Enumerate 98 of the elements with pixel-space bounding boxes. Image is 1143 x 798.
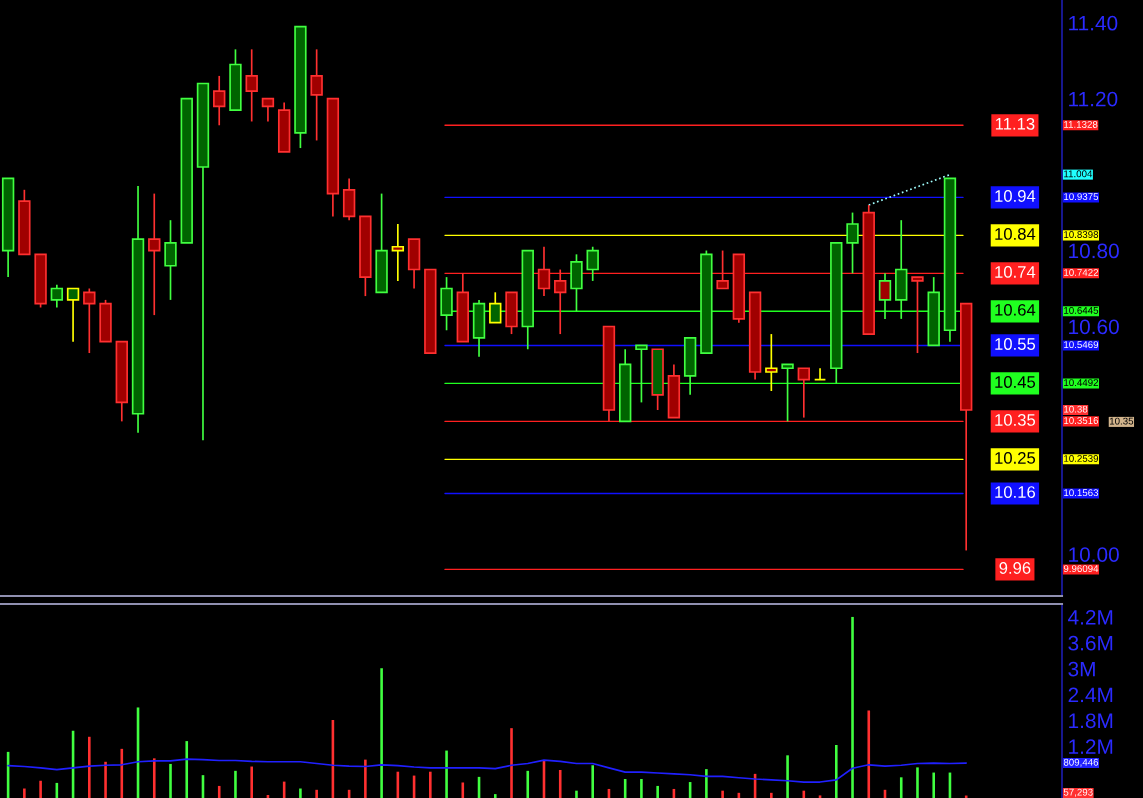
bar xyxy=(932,772,936,798)
candlestick xyxy=(878,272,892,320)
bar xyxy=(575,790,578,798)
bar xyxy=(88,736,91,798)
text: 9.96094 xyxy=(1063,565,1099,573)
text: 809,446 xyxy=(1063,758,1099,767)
bar xyxy=(721,790,724,798)
bar xyxy=(364,759,367,798)
candlestick xyxy=(813,367,827,381)
text: 11.1328 xyxy=(1064,121,1098,128)
text: 11.004 xyxy=(1064,170,1093,178)
bar xyxy=(39,780,42,798)
candlestick xyxy=(765,333,778,392)
candlestick xyxy=(846,211,859,275)
ref-line-label: 10.84 xyxy=(995,228,1036,240)
text: 10.3516 xyxy=(1064,417,1099,424)
text: 10.7422 xyxy=(1064,269,1099,276)
text: 10.2539 xyxy=(1064,455,1099,462)
y-tick-label: 3M xyxy=(1068,661,1095,677)
y-tick-label: 1.8M xyxy=(1069,713,1113,729)
text: 10.1563 xyxy=(1064,489,1099,497)
candlestick xyxy=(586,245,599,282)
ref-line-label: 11.13 xyxy=(995,117,1035,130)
bar xyxy=(250,766,253,798)
bar xyxy=(656,785,659,798)
y-tick-label: 11.40 xyxy=(1069,15,1118,31)
candlestick xyxy=(716,249,729,290)
bar xyxy=(152,758,156,798)
bar xyxy=(916,767,919,798)
bar xyxy=(558,769,562,798)
y-tick-label: 1.2M xyxy=(1069,739,1113,754)
ref-line-label: 10.16 xyxy=(995,486,1036,498)
candlestick xyxy=(537,245,551,297)
bar xyxy=(299,788,302,798)
ref-line-label: 9.96 xyxy=(999,562,1031,574)
bar xyxy=(867,710,871,798)
bar xyxy=(786,755,789,798)
candlestick xyxy=(797,367,811,419)
line-series xyxy=(7,758,968,783)
candlestick xyxy=(554,268,567,335)
text: 10.38 xyxy=(1064,405,1088,413)
bar xyxy=(445,750,448,798)
candlestick xyxy=(261,97,275,123)
ref-line-label: 10.25 xyxy=(995,452,1036,464)
candlestick xyxy=(50,283,64,309)
bar xyxy=(526,770,530,798)
candlestick xyxy=(911,276,924,354)
y-tick-label: 11.20 xyxy=(1069,91,1118,107)
bar xyxy=(429,771,432,798)
bar xyxy=(899,777,903,798)
bar xyxy=(185,741,189,798)
candlestick xyxy=(148,192,161,316)
bar xyxy=(770,792,773,798)
bar xyxy=(23,788,26,798)
bar xyxy=(640,779,643,798)
candlestick xyxy=(781,363,794,423)
bar xyxy=(169,763,172,798)
bar xyxy=(834,744,838,798)
text: 57,293 xyxy=(1063,788,1093,797)
text: 10.9375 xyxy=(1064,193,1099,201)
text: 10.5469 xyxy=(1064,341,1099,349)
ref-line-label: 10.64 xyxy=(995,303,1036,316)
text: 10.8398 xyxy=(1064,231,1099,238)
bar xyxy=(380,668,383,798)
bar xyxy=(104,761,107,798)
bar xyxy=(493,794,497,798)
candlestick xyxy=(213,75,226,127)
bar xyxy=(510,728,513,798)
candlestick xyxy=(635,344,648,404)
candlestick xyxy=(164,219,177,301)
ref-line-label: 10.55 xyxy=(995,338,1036,350)
y-tick-label: 10.60 xyxy=(1069,319,1119,335)
y-tick-label: 10.00 xyxy=(1069,547,1119,562)
y-tick-label: 3.6M xyxy=(1068,635,1113,651)
bar xyxy=(120,748,124,798)
text: 10.35 xyxy=(1109,417,1134,425)
bar xyxy=(234,770,237,798)
text: 10.6445 xyxy=(1064,307,1099,314)
candlestick xyxy=(489,291,502,324)
candlestick xyxy=(310,48,323,142)
bar xyxy=(461,782,465,798)
y-tick-label: 4.2M xyxy=(1068,609,1113,625)
bar xyxy=(217,785,221,798)
ref-line-label: 10.94 xyxy=(995,190,1036,202)
candlestick xyxy=(83,287,96,354)
bar xyxy=(851,616,854,798)
ref-line-label: 10.35 xyxy=(995,414,1036,426)
text: 10.4492 xyxy=(1064,379,1099,387)
bar xyxy=(705,769,708,798)
bar xyxy=(591,765,595,798)
y-tick-label: 10.80 xyxy=(1069,243,1119,259)
candlestick xyxy=(66,287,80,343)
ref-line-label: 10.74 xyxy=(995,266,1036,278)
candlestick xyxy=(245,48,258,123)
ref-line-label: 10.45 xyxy=(995,376,1036,388)
candlestick xyxy=(391,223,405,282)
y-tick-label: 2.4M xyxy=(1068,687,1113,703)
bar xyxy=(315,789,318,798)
